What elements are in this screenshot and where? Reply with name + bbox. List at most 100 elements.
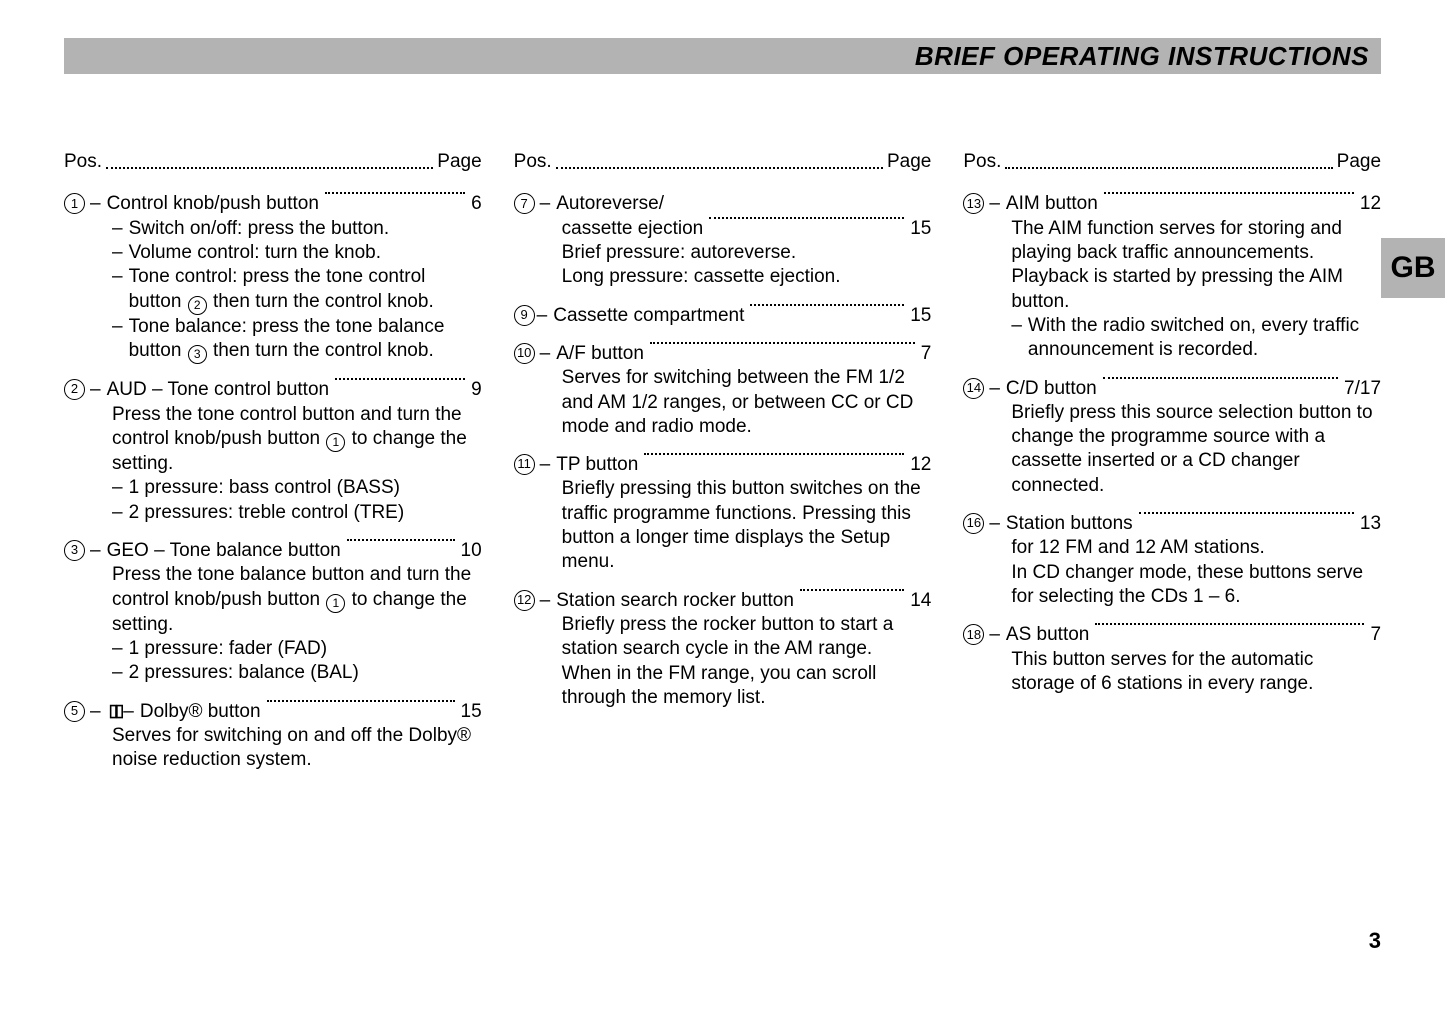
entry-separator: – bbox=[540, 342, 551, 366]
sub-dash: – bbox=[112, 241, 123, 265]
sub-text: Tone control: press the tone control but… bbox=[129, 265, 482, 315]
entry-separator: – bbox=[90, 192, 101, 216]
sub-dash: – bbox=[112, 637, 123, 661]
entry-title: GEO – Tone balance button bbox=[107, 539, 341, 563]
entry-page: 9 bbox=[471, 378, 482, 402]
entry-body: cassette ejection 15Brief pressure: autor… bbox=[514, 217, 932, 290]
entry-title: AS button bbox=[1006, 623, 1089, 647]
entry-number: 14 bbox=[963, 378, 984, 399]
entry-sub-item: –2 pressures: treble control (TRE) bbox=[112, 501, 482, 525]
entry-body: The AIM function serves for storing and … bbox=[963, 217, 1381, 363]
entry-13: 13–AIM button12The AIM function serves f… bbox=[963, 192, 1381, 362]
entry-head: 2–AUD – Tone control button9 bbox=[64, 378, 482, 402]
sub-dash: – bbox=[112, 265, 123, 315]
dolby-icon: ▯▯ bbox=[109, 700, 122, 722]
entry-body: This button serves for the automatic sto… bbox=[963, 648, 1381, 697]
entry-head: 11–TP button12 bbox=[514, 453, 932, 477]
entry-title: Cassette compartment bbox=[553, 304, 744, 328]
entry-sub-item: –2 pressures: balance (BAL) bbox=[112, 661, 482, 685]
entry-page: 13 bbox=[1360, 512, 1381, 536]
entry-description-line: The AIM function serves for storing and … bbox=[1011, 217, 1381, 314]
entry-2: 2–AUD – Tone control button9Press the to… bbox=[64, 378, 482, 525]
entry-page: 14 bbox=[910, 589, 931, 613]
entry-head: 16–Station buttons13 bbox=[963, 512, 1381, 536]
entry-title: cassette ejection bbox=[562, 217, 704, 241]
entry-title: Control knob/push button bbox=[107, 192, 319, 216]
entry-number: 10 bbox=[514, 343, 535, 364]
entry-number: 11 bbox=[514, 454, 535, 475]
sub-text: Tone balance: press the tone balance but… bbox=[129, 315, 482, 365]
entry-10: 10–A/F button 7Serves for switching betwe… bbox=[514, 342, 932, 439]
entry-description-line: for 12 FM and 12 AM stations. bbox=[1011, 536, 1381, 560]
sub-text: 2 pressures: balance (BAL) bbox=[129, 661, 482, 685]
entry-separator: – bbox=[123, 700, 134, 724]
sub-text: 1 pressure: fader (FAD) bbox=[129, 637, 482, 661]
entry-head: 18–AS button7 bbox=[963, 623, 1381, 647]
entry-separator: – bbox=[989, 623, 1000, 647]
sub-dash: – bbox=[1011, 314, 1022, 363]
entry-description-line: Brief pressure: autoreverse. bbox=[562, 241, 932, 265]
circled-ref-1: 1 bbox=[326, 594, 345, 613]
entry-sub-item: –Volume control: turn the knob. bbox=[112, 241, 482, 265]
language-tab-label: GB bbox=[1391, 251, 1436, 285]
col-header-pos: Pos. bbox=[64, 150, 102, 174]
entry-description-line: Briefly press the rocker button to start… bbox=[562, 613, 932, 662]
entry-number: 5 bbox=[64, 701, 85, 722]
entry-description-line: Press the tone control button and turn t… bbox=[112, 403, 482, 477]
entry-page: 7 bbox=[1370, 623, 1381, 647]
entry-separator: – bbox=[540, 589, 551, 613]
entry-page: 6 bbox=[471, 192, 482, 216]
entry-9: 9–Cassette compartment15 bbox=[514, 304, 932, 328]
entry-separator: – bbox=[90, 378, 101, 402]
entry-number: 12 bbox=[514, 590, 535, 611]
entry-title: Station search rocker button bbox=[556, 589, 794, 613]
sub-text: With the radio switched on, every traffi… bbox=[1028, 314, 1381, 363]
entry-head: 3–GEO – Tone balance button10 bbox=[64, 539, 482, 563]
entry-page: 7/17 bbox=[1344, 377, 1381, 401]
page-title: BRIEF OPERATING INSTRUCTIONS bbox=[915, 41, 1369, 72]
column-header: Pos.Page bbox=[64, 150, 482, 174]
sub-dash: – bbox=[112, 217, 123, 241]
entry-body: Press the tone balance button and turn t… bbox=[64, 563, 482, 685]
sub-dash: – bbox=[112, 501, 123, 525]
entry-5: 5–▯▯–Dolby® button15Serves for switching… bbox=[64, 700, 482, 773]
entry-number: 1 bbox=[64, 193, 85, 214]
entry-description-line: When in the FM range, you can scroll thr… bbox=[562, 662, 932, 711]
entry-page: 15 bbox=[910, 217, 931, 241]
entry-page: 12 bbox=[1360, 192, 1381, 216]
entry-page: 15 bbox=[461, 700, 482, 724]
entry-number: 3 bbox=[64, 540, 85, 561]
entry-title: Station buttons bbox=[1006, 512, 1133, 536]
entry-11: 11–TP button12Briefly pressing this butt… bbox=[514, 453, 932, 575]
sub-dash: – bbox=[112, 661, 123, 685]
entry-separator: – bbox=[540, 192, 551, 216]
entry-body: Serves for switching on and off the Dolb… bbox=[64, 724, 482, 773]
entry-number: 9 bbox=[514, 305, 535, 326]
entry-head: 12–Station search rocker button 14 bbox=[514, 589, 932, 613]
entry-3: 3–GEO – Tone balance button10Press the t… bbox=[64, 539, 482, 686]
circled-ref-1: 1 bbox=[326, 433, 345, 452]
entry-separator: – bbox=[989, 377, 1000, 401]
entry-7: 7–Autoreverse/cassette ejection15Brief p… bbox=[514, 192, 932, 289]
entry-16: 16–Station buttons13for 12 FM and 12 AM … bbox=[963, 512, 1381, 609]
entry-page: 7 bbox=[921, 342, 932, 366]
sub-text: Switch on/off: press the button. bbox=[129, 217, 482, 241]
entry-description-line: Serves for switching on and off the Dolb… bbox=[112, 724, 482, 773]
entry-body: Briefly press this source selection butt… bbox=[963, 401, 1381, 498]
entry-body: Serves for switching between the FM 1/2 … bbox=[514, 366, 932, 439]
col-header-page: Page bbox=[1337, 150, 1381, 174]
circled-ref-3: 3 bbox=[188, 345, 207, 364]
entry-18: 18–AS button7This button serves for the … bbox=[963, 623, 1381, 696]
entry-title: A/F button bbox=[556, 342, 644, 366]
column-2: Pos.Page7–Autoreverse/cassette ejection1… bbox=[514, 150, 932, 787]
entry-sub-item: –Tone balance: press the tone balance bu… bbox=[112, 315, 482, 365]
entry-sub-item: –With the radio switched on, every traff… bbox=[1011, 314, 1381, 363]
entry-sub-item: –1 pressure: fader (FAD) bbox=[112, 637, 482, 661]
entry-separator: – bbox=[989, 512, 1000, 536]
entry-description-line: Briefly pressing this button switches on… bbox=[562, 477, 932, 574]
entry-head: 1–Control knob/push button 6 bbox=[64, 192, 482, 216]
entry-separator: – bbox=[537, 304, 548, 328]
entry-body: Press the tone control button and turn t… bbox=[64, 403, 482, 525]
sub-text: Volume control: turn the knob. bbox=[129, 241, 482, 265]
column-3: Pos.Page13–AIM button12The AIM function … bbox=[963, 150, 1381, 787]
